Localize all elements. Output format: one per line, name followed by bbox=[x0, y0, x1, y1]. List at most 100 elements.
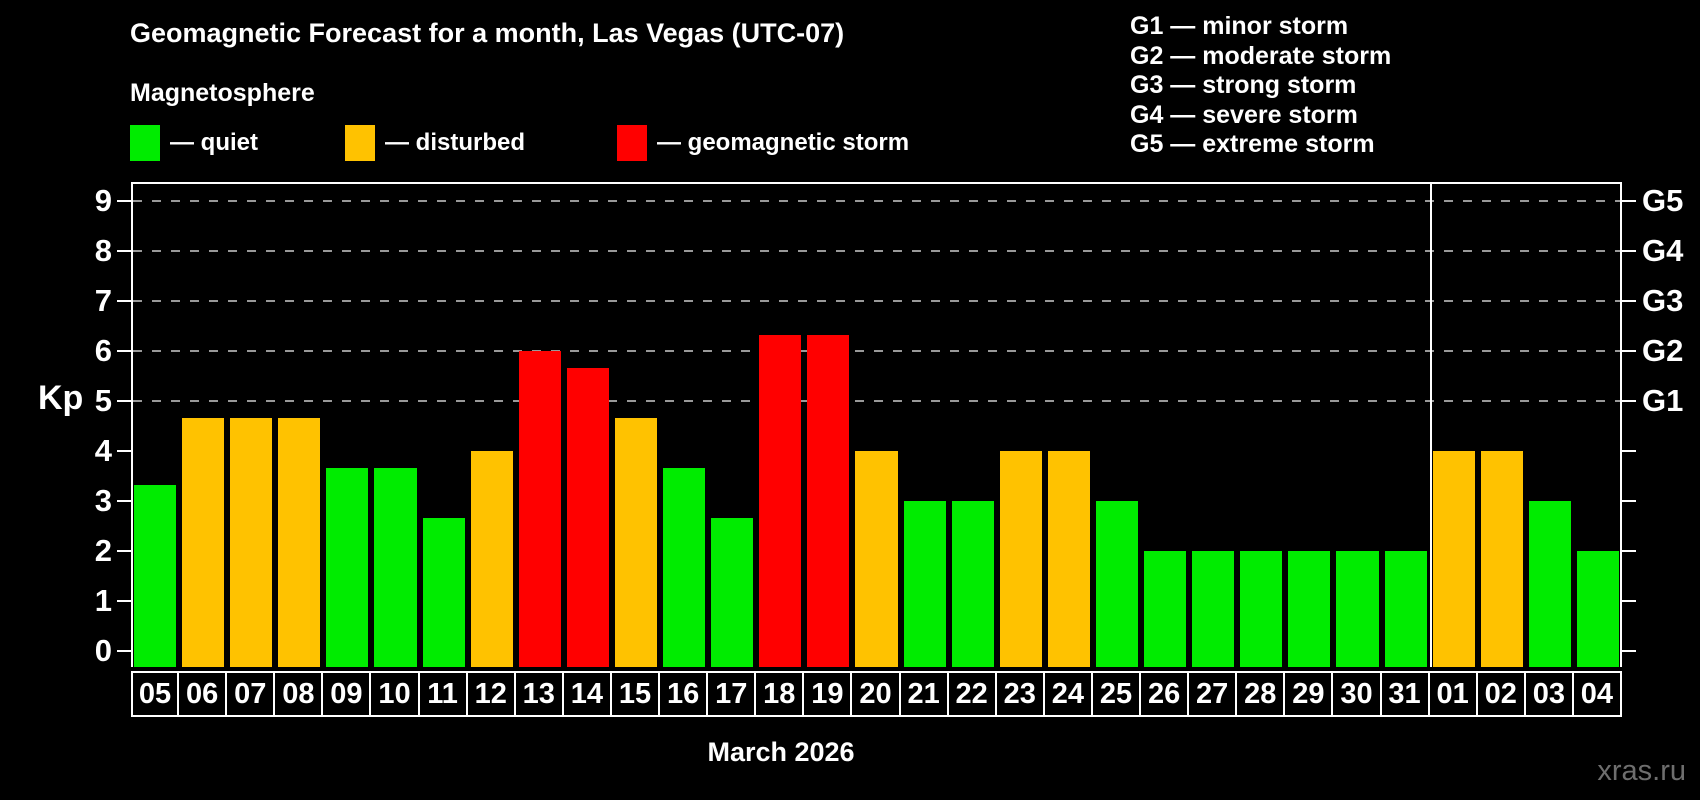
bar-day-02 bbox=[1480, 451, 1523, 667]
date-cell-06: 06 bbox=[177, 671, 228, 717]
y-axis-label-5: 5 bbox=[94, 383, 112, 418]
y-axis-label-6: 6 bbox=[94, 333, 112, 368]
date-cell-04: 04 bbox=[1571, 671, 1622, 717]
legend-item-disturbed: — disturbed bbox=[345, 124, 525, 162]
bar-day-18 bbox=[759, 334, 802, 667]
y-axis-tick-right-4 bbox=[1622, 450, 1636, 452]
bar-day-11 bbox=[422, 517, 465, 667]
right-axis-label-g5: G5 bbox=[1642, 183, 1684, 218]
y-axis-label-7: 7 bbox=[94, 283, 112, 318]
date-cell-28: 28 bbox=[1235, 671, 1286, 717]
date-cell-10: 10 bbox=[369, 671, 420, 717]
right-axis-label-g1: G1 bbox=[1642, 383, 1684, 418]
g-legend-line-g5: G5 — extreme storm bbox=[1130, 130, 1375, 158]
y-axis-tick-right-8 bbox=[1622, 250, 1636, 252]
y-axis-tick-left-0 bbox=[117, 650, 131, 652]
bar-day-10 bbox=[374, 467, 417, 667]
y-axis-tick-right-7 bbox=[1622, 300, 1636, 302]
y-axis-label-9: 9 bbox=[94, 183, 112, 218]
g-legend-line-g1: G1 — minor storm bbox=[1130, 12, 1349, 40]
date-cell-20: 20 bbox=[850, 671, 901, 717]
bar-day-14 bbox=[566, 367, 609, 667]
g-legend-line-g2: G2 — moderate storm bbox=[1130, 41, 1392, 70]
bar-day-19 bbox=[807, 334, 850, 667]
y-axis-tick-right-9 bbox=[1622, 200, 1636, 202]
date-cell-17: 17 bbox=[706, 671, 757, 717]
date-cell-16: 16 bbox=[658, 671, 709, 717]
bar-day-04 bbox=[1576, 551, 1619, 667]
bar-day-25 bbox=[1095, 501, 1139, 667]
bar-day-20 bbox=[855, 451, 898, 667]
date-cell-23: 23 bbox=[994, 671, 1045, 717]
y-axis-tick-left-9 bbox=[117, 200, 131, 202]
date-cell-03: 03 bbox=[1523, 671, 1574, 717]
bar-day-26 bbox=[1144, 551, 1187, 667]
y-axis-tick-right-1 bbox=[1622, 600, 1636, 602]
x-axis-title: March 2026 bbox=[707, 737, 855, 767]
date-cell-19: 19 bbox=[802, 671, 853, 717]
y-axis-tick-right-3 bbox=[1622, 500, 1636, 502]
date-cell-30: 30 bbox=[1331, 671, 1382, 717]
legend-label-storm: — geomagnetic storm bbox=[657, 129, 910, 156]
legend-label-quiet: — quiet bbox=[170, 129, 258, 156]
bar-day-30 bbox=[1336, 551, 1379, 667]
watermark: xras.ru bbox=[1597, 755, 1686, 787]
y-axis-label-0: 0 bbox=[94, 633, 112, 668]
bar-day-03 bbox=[1528, 501, 1571, 667]
y-axis-tick-right-6 bbox=[1622, 350, 1636, 352]
date-cell-25: 25 bbox=[1090, 671, 1142, 717]
right-axis-label-g4: G4 bbox=[1642, 233, 1684, 268]
y-axis-tick-right-2 bbox=[1622, 550, 1636, 552]
bar-day-29 bbox=[1288, 551, 1331, 667]
month-separator-line bbox=[1429, 182, 1432, 667]
right-axis-label-g3: G3 bbox=[1642, 283, 1684, 318]
y-axis-label-8: 8 bbox=[94, 233, 112, 268]
date-cell-21: 21 bbox=[898, 671, 949, 717]
y-axis-title: Kp bbox=[38, 379, 84, 417]
gridline-kp-8 bbox=[133, 250, 1620, 252]
gridline-kp-9 bbox=[133, 200, 1620, 202]
y-axis-tick-right-5 bbox=[1622, 400, 1636, 402]
y-axis-tick-left-4 bbox=[117, 450, 131, 452]
bar-day-01 bbox=[1432, 451, 1475, 667]
y-axis-tick-left-8 bbox=[117, 250, 131, 252]
legend-item-quiet: — quiet bbox=[130, 124, 258, 162]
date-cell-24: 24 bbox=[1042, 671, 1093, 717]
y-axis-tick-right-0 bbox=[1622, 650, 1636, 652]
gridline-kp-6 bbox=[133, 350, 1620, 352]
date-cell-05: 05 bbox=[131, 671, 180, 717]
date-cell-12: 12 bbox=[465, 671, 516, 717]
bar-day-27 bbox=[1192, 551, 1235, 667]
disturbed-color-swatch bbox=[345, 125, 375, 161]
g-scale-legend: G1 — minor storm G2 — moderate storm G3 … bbox=[1130, 12, 1391, 160]
bar-day-06 bbox=[182, 417, 225, 667]
date-cell-02: 02 bbox=[1475, 671, 1526, 717]
legend-item-storm: — geomagnetic storm bbox=[617, 124, 909, 162]
chart-title: Geomagnetic Forecast for a month, Las Ve… bbox=[130, 18, 845, 48]
gridline-kp-5 bbox=[133, 400, 1620, 402]
right-axis-label-g2: G2 bbox=[1642, 333, 1684, 368]
y-axis-label-2: 2 bbox=[94, 533, 112, 568]
chart-subtitle: Magnetosphere bbox=[130, 79, 315, 107]
bar-day-16 bbox=[663, 467, 706, 667]
date-cell-15: 15 bbox=[609, 671, 661, 717]
bar-day-13 bbox=[518, 351, 561, 667]
bar-day-22 bbox=[951, 501, 994, 667]
date-cell-31: 31 bbox=[1379, 671, 1430, 717]
bar-day-24 bbox=[1047, 451, 1090, 667]
bar-day-12 bbox=[470, 451, 513, 667]
y-axis-label-3: 3 bbox=[94, 483, 112, 518]
y-axis-label-4: 4 bbox=[94, 433, 112, 468]
date-cell-11: 11 bbox=[417, 671, 468, 717]
bar-day-31 bbox=[1384, 551, 1427, 667]
y-axis-tick-left-1 bbox=[117, 600, 131, 602]
date-cell-09: 09 bbox=[321, 671, 372, 717]
date-cell-22: 22 bbox=[946, 671, 997, 717]
bar-day-07 bbox=[230, 417, 273, 667]
bar-day-15 bbox=[614, 417, 658, 667]
bar-day-08 bbox=[278, 417, 321, 667]
bar-day-09 bbox=[326, 467, 369, 667]
legend-label-disturbed: — disturbed bbox=[385, 129, 526, 156]
g-legend-line-g4: G4 — severe storm bbox=[1130, 100, 1358, 129]
